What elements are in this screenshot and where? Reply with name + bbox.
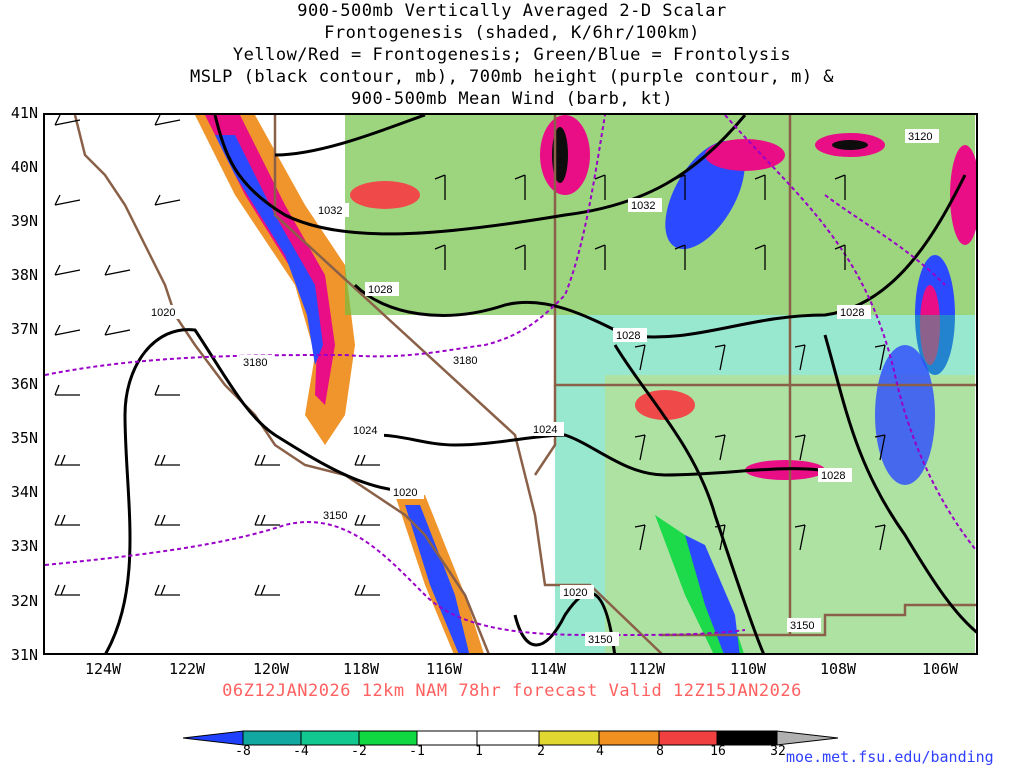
mslp-label: 1032	[318, 205, 342, 217]
lon-label: 114W	[529, 660, 567, 678]
colorbar-label: 16	[710, 744, 726, 759]
height-label: 3150	[790, 620, 814, 632]
colorbar-label: -4	[293, 744, 309, 759]
mslp-label: 1028	[368, 284, 392, 296]
colorbar-bin	[416, 730, 478, 746]
lon-label: 106W	[921, 660, 959, 678]
lon-label: 122W	[168, 660, 206, 678]
lon-label: 124W	[84, 660, 122, 678]
contour-labels: 1032 1032 1028 1020 1028 1024 1024 1020 …	[148, 129, 939, 646]
colorbar-bin	[598, 730, 660, 746]
colorbar-label: 8	[656, 744, 664, 759]
lat-label: 38N	[10, 266, 38, 284]
mslp-label: 1028	[840, 307, 864, 319]
mslp-label: 1028	[616, 330, 640, 342]
source-credit-link[interactable]: moe.met.fsu.edu/banding	[786, 748, 994, 766]
height-label: 3180	[243, 357, 267, 369]
height-label: 3180	[453, 355, 477, 367]
frontogenesis-map: 1032 1032 1028 1020 1028 1024 1024 1020 …	[45, 115, 976, 653]
colorbar-label: 2	[537, 744, 545, 759]
mslp-label: 1020	[151, 307, 175, 319]
height-contours	[45, 115, 976, 636]
colorbar-bin	[658, 730, 718, 746]
colorbar-label: -1	[409, 744, 425, 759]
colorbar-overflow	[776, 730, 839, 746]
colorbar-label: -2	[351, 744, 367, 759]
lat-label: 33N	[10, 537, 38, 555]
lat-label: 36N	[10, 375, 38, 393]
mslp-label: 1028	[821, 470, 845, 482]
mslp-label: 1020	[563, 587, 587, 599]
colorbar-bin	[358, 730, 418, 746]
mslp-label: 1020	[393, 487, 417, 499]
mslp-label: 1024	[533, 424, 557, 436]
lon-label: 112W	[628, 660, 666, 678]
lat-label: 40N	[10, 158, 38, 176]
frontogenesis-shading	[195, 115, 976, 653]
lon-label: 118W	[342, 660, 380, 678]
colorbar-bin	[538, 730, 600, 746]
lat-label: 31N	[10, 646, 38, 664]
colorbar-label: 4	[596, 744, 604, 759]
lat-label: 35N	[10, 429, 38, 447]
lon-label: 120W	[252, 660, 290, 678]
forecast-valid-time: 06Z12JAN2026 12km NAM 78hr forecast Vali…	[222, 681, 802, 701]
map-title-line-2: Frontogenesis (shaded, K/6hr/100km)	[324, 23, 700, 43]
lat-label: 39N	[10, 212, 38, 230]
lon-label: 110W	[729, 660, 767, 678]
colorbar-label: -8	[235, 744, 251, 759]
lat-label: 37N	[10, 320, 38, 338]
map-title-line-5: 900-500mb Mean Wind (barb, kt)	[350, 89, 674, 109]
colorbar-bin	[716, 730, 778, 746]
lon-label: 116W	[425, 660, 463, 678]
lat-label: 41N	[10, 104, 38, 122]
height-label: 3150	[323, 510, 347, 522]
wind-barbs	[54, 115, 886, 596]
colorbar-bin	[300, 730, 360, 746]
mslp-label: 1032	[631, 200, 655, 212]
lon-label: 108W	[819, 660, 857, 678]
colorbar-underflow	[183, 730, 244, 746]
colorbar-bin	[476, 730, 540, 746]
lat-label: 34N	[10, 483, 38, 501]
height-label: 3120	[908, 131, 932, 143]
map-title-line-3: Yellow/Red = Frontogenesis; Green/Blue =…	[232, 45, 792, 65]
height-label: 3150	[588, 634, 612, 646]
colorbar	[183, 730, 839, 746]
map-panel: 1032 1032 1028 1020 1028 1024 1024 1020 …	[43, 113, 978, 655]
colorbar-bin	[242, 730, 302, 746]
lat-label: 32N	[10, 592, 38, 610]
map-title-line-1: 900-500mb Vertically Averaged 2-D Scalar	[297, 1, 727, 21]
colorbar-label: 1	[475, 744, 483, 759]
map-title-line-4: MSLP (black contour, mb), 700mb height (…	[189, 67, 835, 87]
mslp-label: 1024	[353, 425, 377, 437]
colorbar-label: 32	[770, 744, 786, 759]
